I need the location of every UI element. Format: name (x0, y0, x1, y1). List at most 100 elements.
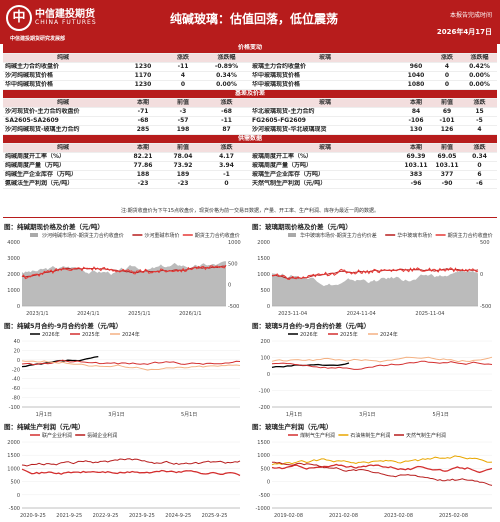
y-tick-label: 1500 (257, 256, 270, 262)
legend-swatch (30, 233, 38, 237)
x-tick-label: 2026/1/1 (179, 311, 201, 317)
header-cell: 本期 (123, 143, 163, 153)
table-cell: 383 (400, 170, 432, 180)
y-tick-label: -200 (259, 405, 270, 411)
y-tick-label: 200 (260, 339, 270, 345)
table-cell: 198 (163, 125, 203, 135)
header-cell: 涨跌 (203, 98, 250, 108)
header-cell: 涨跌幅 (203, 53, 250, 63)
table-row: 氨碱法生产利润（元/吨） -23 -23 0 天然气制生产利润（元/吨） -96 -90 -6 (3, 179, 498, 189)
dept-name: 中信建投期货研究发展部 (10, 36, 66, 42)
y-tick-label: -100 (259, 389, 270, 395)
table-cell: 0.00% (462, 71, 498, 81)
x-tick-label: 2025/1/1 (128, 311, 150, 317)
chart-glass-spread: 2026年 2025年 2024年 200 100 0 -100 -200 1月1日 3月1日 5月… (259, 331, 493, 418)
y2-tick-label: 0 (480, 272, 483, 278)
table-cell: 69.05 (432, 152, 462, 162)
table-cell: 1230 (123, 80, 163, 90)
table-cell: 0.34% (203, 71, 250, 81)
table-cell: 0 (432, 80, 462, 90)
series-line (21, 265, 227, 278)
table-cell: 沙河纯碱现货价格 (3, 71, 123, 81)
legend-label: 沙河重碱市场价 (144, 232, 179, 239)
series-line (21, 360, 241, 371)
header-cell (400, 53, 432, 63)
table-cell: 1040 (400, 71, 432, 81)
header-cell: 纯碱 (3, 143, 123, 153)
chart5-title: 图：纯碱生产利润（元/吨） (4, 423, 85, 431)
table-cell: -106 (400, 116, 432, 126)
report-date: 2026年4月17日 (436, 28, 492, 36)
legend-label: 石油焦制生产利润 (350, 432, 390, 439)
series-line (271, 461, 493, 486)
chart-soda-basis: 沙河纯碱市场价-期货主力合约收盘价 沙河重碱市场价 期货主力合约收盘价 4000 300… (7, 232, 240, 317)
y-tick-label: -500 (259, 493, 270, 499)
table-cell: -11 (163, 62, 203, 72)
y-tick-label: 40 (14, 339, 20, 345)
table-cell: 华北玻璃现货-主力合约 (250, 107, 400, 117)
table-cell: 0.00% (462, 80, 498, 90)
header-cell (123, 53, 163, 63)
table-cell: -68 (123, 116, 163, 126)
legend-label: 2026年 (42, 331, 60, 338)
table-row: 沙河纯碱现货价格 1170 4 0.34% 华中玻璃现货价格 1040 0 0.00% (3, 71, 498, 81)
report-time-label: 本报告完成时间 (449, 12, 492, 19)
y-tick-label: 0 (267, 304, 270, 310)
report-title: 纯碱玻璃：估值回落，低位震荡 (170, 12, 339, 26)
table-cell: 0.42% (462, 62, 498, 72)
table-row: 纯碱主力合约收盘价 1230 -11 -0.89% 玻璃主力合约收盘价 960 4 0.42% (3, 62, 498, 72)
table-cell: 0 (163, 80, 203, 90)
table-cell: FG2605-FG2609 (250, 116, 400, 126)
company-logo: 中 (6, 5, 32, 31)
y-tick-label: -100 (9, 405, 20, 411)
x-tick-label: 2019-02-08 (274, 513, 303, 519)
chart-soda-spread: 2026年 2025年 2024年 40 20 0 -20 -40 -60 -80 -100 1月1日… (9, 331, 241, 418)
chart-glass-profit: 煤制气生产利润 石油焦制生产利润 天然气制生产利润 1500 1000 500 0 -500 -… (255, 432, 493, 519)
table-cell: 82.21 (123, 152, 163, 162)
series-line (21, 359, 241, 366)
header-cell: 纯碱 (3, 53, 123, 63)
header-cell: 涨跌幅 (462, 53, 498, 63)
table-cell: 沙河纯碱现货-玻璃主力合约 (3, 125, 123, 135)
table-cell: -71 (123, 107, 163, 117)
y-tick-label: 100 (260, 356, 270, 362)
table-cell: 4 (462, 125, 498, 135)
table-cell: 天然气制生产利润（元/吨） (250, 179, 400, 189)
series-line (21, 468, 241, 477)
legend-label: 氨碱企业利润 (87, 432, 117, 439)
table-cell: 华中玻璃现货价格 (250, 80, 400, 90)
divider (3, 217, 497, 218)
table-cell: 1170 (123, 71, 163, 81)
table-cell: 1080 (400, 80, 432, 90)
table-cell: 玻璃周度开工率（%） (250, 152, 400, 162)
y2-tick-label: 500 (228, 261, 238, 267)
table-cell: 沙河玻璃现货-华北玻璃现货 (250, 125, 400, 135)
y-tick-label: 1500 (257, 440, 270, 446)
table-cell: -0.89% (203, 62, 250, 72)
table-cell: 0 (203, 179, 250, 189)
table-cell: -1 (203, 170, 250, 180)
y-tick-label: 1000 (7, 288, 20, 294)
y-tick-label: 3000 (7, 256, 20, 262)
series-line (271, 362, 350, 369)
table-cell: -5 (462, 116, 498, 126)
section-supply: 供需数据 (3, 134, 498, 144)
legend-label: 2024年 (380, 331, 398, 338)
header-cell: 涨跌 (462, 143, 498, 153)
section-basis: 基差及价差 (3, 89, 498, 99)
report-header: 中 中信建投期货 CHINA FUTURES 中信建投期货研究发展部 纯碱玻璃：… (0, 0, 500, 44)
table-cell: 189 (163, 170, 203, 180)
header-cell: 玻璃 (250, 143, 400, 153)
y-tick-label: -40 (12, 377, 20, 383)
series-line (271, 455, 493, 466)
table-cell: 4.17 (203, 152, 250, 162)
x-tick-label: 3月1日 (359, 412, 375, 418)
y-tick-label: 2000 (7, 440, 20, 446)
x-tick-label: 2023/1/1 (26, 311, 48, 317)
table-cell: 130 (400, 125, 432, 135)
chart6-title: 图：玻璃生产利润（元/吨） (252, 423, 333, 431)
legend-label: 华中玻璃市场价 (397, 232, 432, 239)
table-cell: 73.92 (163, 161, 203, 171)
table-cell: -3 (163, 107, 203, 117)
series-line (271, 356, 493, 363)
